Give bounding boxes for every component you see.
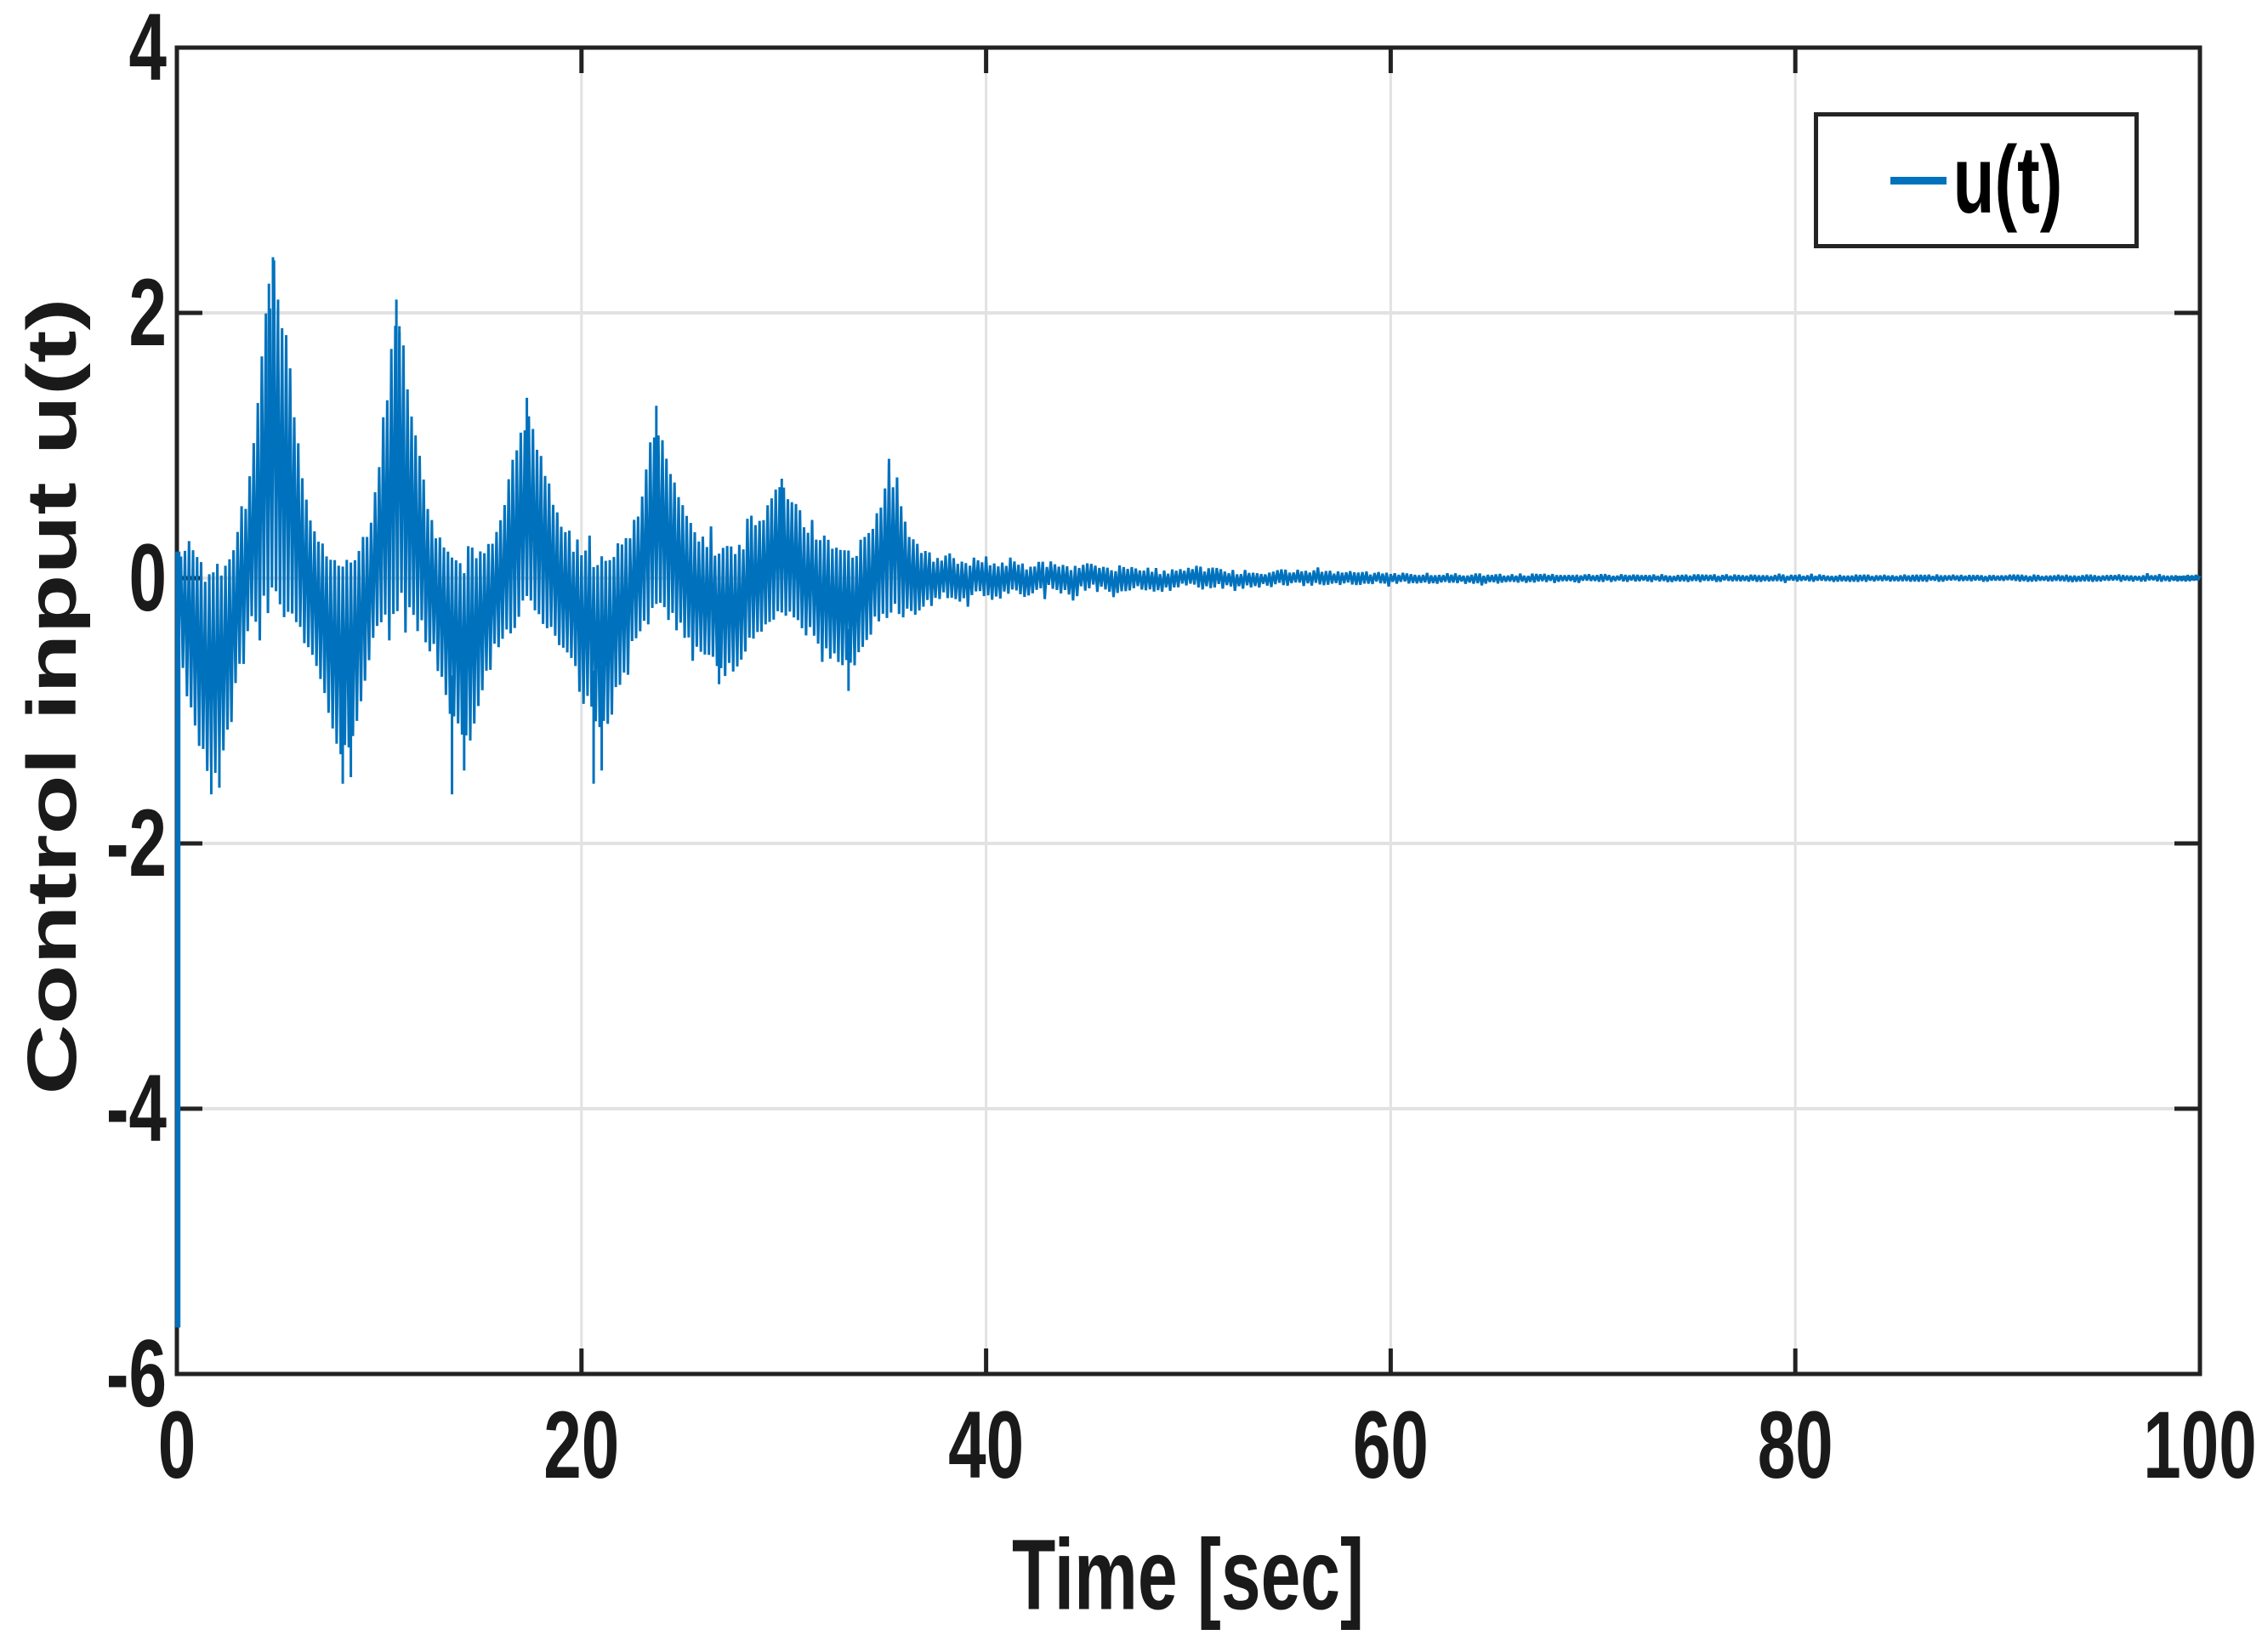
y-tick-label: -4 bbox=[105, 1055, 167, 1161]
y-tick-label: -2 bbox=[105, 790, 167, 896]
y-tick-label: 2 bbox=[128, 259, 168, 366]
legend-line-sample bbox=[1890, 176, 1947, 185]
x-tick-label: 100 bbox=[2143, 1392, 2257, 1498]
y-tick-label: 4 bbox=[128, 0, 168, 100]
x-tick-label: 20 bbox=[543, 1392, 620, 1498]
x-tick-label: 60 bbox=[1352, 1392, 1429, 1498]
legend: u(t) bbox=[1814, 112, 2139, 248]
y-tick-label: -6 bbox=[105, 1320, 167, 1427]
y-tick-label: 0 bbox=[128, 525, 168, 631]
x-tick-label: 80 bbox=[1757, 1392, 1833, 1498]
x-tick-label: 40 bbox=[948, 1392, 1025, 1498]
signal-trace bbox=[175, 260, 2202, 774]
y-axis-label: Control input u(t) bbox=[14, 298, 91, 1095]
x-tick-label: 0 bbox=[157, 1392, 196, 1498]
x-axis-label: Time [sec] bbox=[1012, 1518, 1364, 1631]
legend-series-label: u(t) bbox=[1952, 127, 2063, 233]
